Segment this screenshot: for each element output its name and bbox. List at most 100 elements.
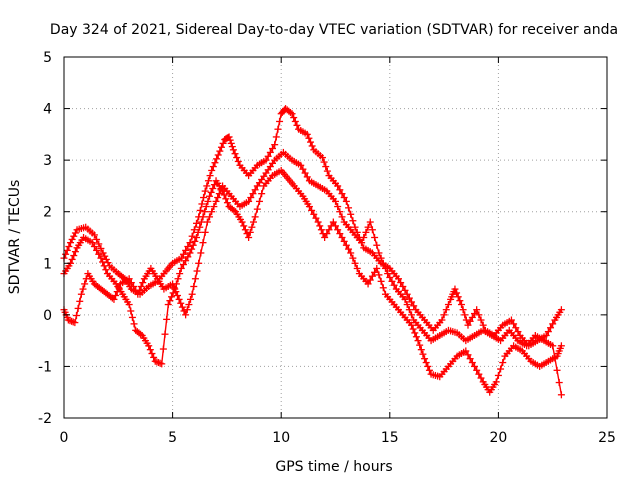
grid	[64, 57, 607, 418]
data-point-marker	[202, 203, 210, 211]
data-point-marker	[373, 264, 381, 272]
data-point-marker	[198, 200, 206, 208]
data-point-marker	[185, 301, 193, 309]
data-point-marker	[492, 378, 500, 386]
data-point-marker	[323, 230, 331, 238]
data-point-marker	[188, 245, 196, 253]
data-point-marker	[215, 190, 223, 198]
data-point-marker	[314, 218, 322, 226]
data-point-marker	[99, 258, 107, 266]
data-point-marker	[290, 114, 298, 122]
data-point-marker	[421, 355, 429, 363]
data-point-marker	[199, 239, 207, 247]
data-point-marker	[219, 139, 227, 147]
data-point-marker	[401, 295, 409, 303]
data-point-marker	[468, 359, 476, 367]
data-point-marker	[241, 226, 249, 234]
data-point-marker	[475, 311, 483, 319]
data-point-marker	[557, 391, 565, 399]
data-point-marker	[325, 226, 333, 234]
data-point-marker	[397, 279, 405, 287]
data-point-marker	[180, 307, 188, 315]
data-point-marker	[238, 218, 246, 226]
data-point-marker	[379, 259, 387, 267]
data-point-marker	[63, 246, 71, 254]
data-point-marker	[291, 117, 299, 125]
data-point-marker	[246, 228, 254, 236]
data-point-marker	[457, 301, 465, 309]
y-tick-label: 1	[43, 256, 52, 272]
data-point-marker	[440, 311, 448, 319]
data-point-marker	[349, 254, 357, 262]
series-line-3	[63, 151, 563, 395]
data-point-marker	[494, 371, 502, 379]
y-tick-label: 4	[43, 102, 52, 118]
data-point-marker	[403, 290, 411, 298]
data-point-marker	[203, 182, 211, 190]
data-point-marker	[188, 290, 196, 298]
data-point-marker	[471, 362, 479, 370]
data-point-marker	[334, 182, 342, 190]
data-point-marker	[234, 157, 242, 165]
data-point-marker	[200, 194, 208, 202]
data-point-marker	[360, 234, 368, 241]
data-point-marker	[101, 252, 109, 260]
data-point-marker	[405, 306, 413, 314]
x-tick-label: 5	[168, 430, 177, 446]
data-point-marker	[497, 365, 505, 373]
data-point-marker	[332, 222, 339, 230]
data-point-marker	[456, 297, 464, 305]
data-point-marker	[342, 241, 350, 249]
data-point-marker	[320, 158, 328, 166]
data-point-marker	[245, 234, 253, 241]
data-point-marker	[514, 328, 522, 336]
data-point-marker	[220, 191, 228, 199]
data-point-marker	[549, 320, 557, 328]
data-point-marker	[544, 328, 552, 336]
plot-frame	[63, 56, 608, 419]
data-point-marker	[72, 312, 80, 320]
data-point-marker	[97, 254, 105, 262]
data-point-marker	[347, 210, 355, 218]
data-point-marker	[211, 159, 219, 167]
data-point-marker	[317, 226, 325, 234]
data-point-marker	[336, 230, 344, 238]
y-tick-label: 0	[43, 308, 52, 324]
data-point-marker	[329, 218, 337, 226]
data-point-marker	[137, 330, 145, 338]
data-point-marker	[67, 239, 75, 247]
data-point-marker	[266, 148, 274, 156]
data-point-marker	[102, 266, 110, 274]
data-point-marker	[468, 313, 476, 321]
data-point-marker	[68, 255, 76, 263]
data-point-marker	[349, 217, 357, 225]
data-point-marker	[77, 290, 85, 298]
data-point-marker	[438, 316, 446, 324]
data-point-marker	[90, 231, 98, 239]
data-point-marker	[187, 295, 195, 303]
data-point-marker	[210, 181, 218, 189]
data-point-marker	[336, 186, 344, 194]
data-point-marker	[115, 284, 123, 292]
data-point-marker	[555, 379, 563, 387]
data-point-marker	[228, 143, 236, 151]
data-point-marker	[95, 240, 103, 248]
data-point-marker	[477, 374, 485, 382]
data-point-marker	[499, 359, 507, 367]
data-point-marker	[177, 264, 185, 272]
data-point-marker	[176, 270, 184, 278]
data-point-marker	[79, 285, 87, 293]
data-point-marker	[475, 370, 483, 378]
data-point-marker	[186, 249, 194, 257]
data-point-marker	[245, 197, 253, 205]
data-point-marker	[253, 205, 261, 213]
data-point-marker	[368, 226, 376, 234]
data-point-marker	[351, 223, 359, 231]
data-point-marker	[308, 142, 316, 150]
data-point-marker	[195, 259, 203, 267]
data-point-marker	[204, 197, 212, 205]
data-point-marker	[414, 337, 422, 345]
data-point-marker	[425, 366, 433, 374]
data-point-marker	[384, 270, 392, 278]
data-point-marker	[375, 271, 383, 279]
